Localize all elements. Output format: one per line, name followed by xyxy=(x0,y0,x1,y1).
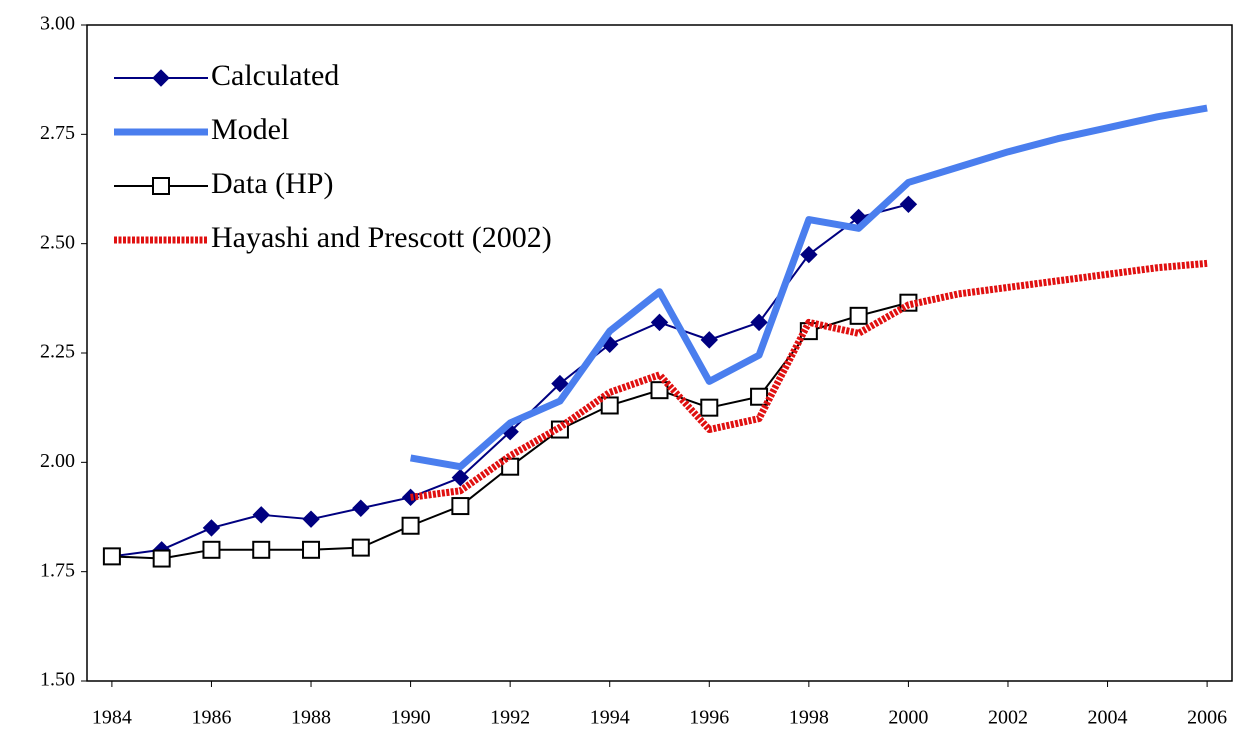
y-tick-label: 2.00 xyxy=(40,450,75,472)
data-point xyxy=(152,549,171,568)
data-point xyxy=(451,468,470,487)
y-tick-label: 2.75 xyxy=(40,122,75,144)
x-tick-label: 1990 xyxy=(391,707,431,729)
data-point xyxy=(252,540,271,559)
data-point xyxy=(849,306,868,325)
x-tick-label: 1986 xyxy=(191,707,231,729)
data-point xyxy=(352,499,370,517)
data-point xyxy=(899,195,918,214)
x-tick-label: 2004 xyxy=(1088,707,1128,729)
x-tick-label: 1988 xyxy=(291,707,331,729)
y-tick-label: 2.50 xyxy=(40,231,75,253)
data-point xyxy=(650,313,669,332)
data-point xyxy=(551,374,569,393)
legend-label: Calculated xyxy=(211,59,339,92)
series-line xyxy=(111,203,909,558)
data-point xyxy=(700,331,718,349)
y-tick-label: 2.25 xyxy=(40,341,75,363)
data-point xyxy=(351,538,370,557)
data-point xyxy=(700,398,719,417)
legend-marker xyxy=(152,69,170,87)
legend-label: Hayashi and Prescott (2002) xyxy=(211,221,552,254)
data-point xyxy=(800,245,818,264)
data-point xyxy=(202,519,221,537)
legend-label: Data (HP) xyxy=(211,167,333,200)
data-point xyxy=(401,516,420,535)
x-tick-label: 1998 xyxy=(789,707,829,729)
x-tick-label: 1994 xyxy=(590,707,630,729)
data-point xyxy=(501,457,520,476)
series-line xyxy=(410,259,1208,501)
y-tick-label: 3.00 xyxy=(40,13,75,35)
x-tick-label: 1984 xyxy=(92,707,132,729)
data-point xyxy=(302,540,321,559)
data-point xyxy=(600,396,619,415)
x-tick-label: 2006 xyxy=(1187,707,1227,729)
series-line xyxy=(409,104,1208,471)
legend-marker xyxy=(152,177,170,195)
x-tick-label: 1992 xyxy=(490,707,530,729)
data-point xyxy=(202,540,221,559)
data-point xyxy=(102,547,121,566)
data-point xyxy=(252,506,270,524)
x-tick-label: 2000 xyxy=(888,707,928,729)
data-point xyxy=(302,510,320,528)
y-tick-label: 1.50 xyxy=(40,669,75,691)
data-point xyxy=(451,497,470,516)
x-tick-label: 1996 xyxy=(689,707,729,729)
y-tick-label: 1.75 xyxy=(40,559,75,581)
legend-label: Model xyxy=(211,113,289,146)
data-point xyxy=(650,381,669,400)
x-tick-label: 2002 xyxy=(988,707,1028,729)
data-point xyxy=(750,313,768,332)
